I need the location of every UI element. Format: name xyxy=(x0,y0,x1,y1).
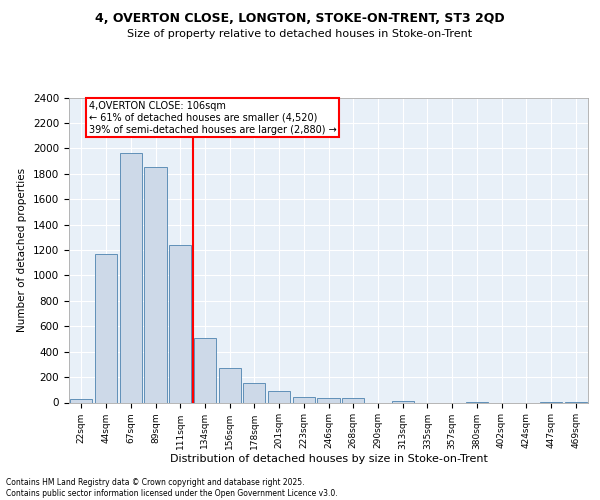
Text: Contains HM Land Registry data © Crown copyright and database right 2025.
Contai: Contains HM Land Registry data © Crown c… xyxy=(6,478,338,498)
Text: 4, OVERTON CLOSE, LONGTON, STOKE-ON-TRENT, ST3 2QD: 4, OVERTON CLOSE, LONGTON, STOKE-ON-TREN… xyxy=(95,12,505,26)
Bar xyxy=(95,254,117,402)
Y-axis label: Number of detached properties: Number of detached properties xyxy=(17,168,28,332)
Bar xyxy=(145,168,167,402)
Bar xyxy=(243,384,265,402)
Bar xyxy=(293,397,315,402)
Bar xyxy=(342,398,364,402)
Bar xyxy=(317,398,340,402)
Bar xyxy=(70,398,92,402)
Bar xyxy=(194,338,216,402)
Text: Size of property relative to detached houses in Stoke-on-Trent: Size of property relative to detached ho… xyxy=(127,29,473,39)
X-axis label: Distribution of detached houses by size in Stoke-on-Trent: Distribution of detached houses by size … xyxy=(170,454,487,464)
Bar xyxy=(169,245,191,402)
Bar xyxy=(218,368,241,402)
Bar xyxy=(268,391,290,402)
Bar xyxy=(119,154,142,402)
Bar xyxy=(392,400,414,402)
Text: 4,OVERTON CLOSE: 106sqm
← 61% of detached houses are smaller (4,520)
39% of semi: 4,OVERTON CLOSE: 106sqm ← 61% of detache… xyxy=(89,102,337,134)
